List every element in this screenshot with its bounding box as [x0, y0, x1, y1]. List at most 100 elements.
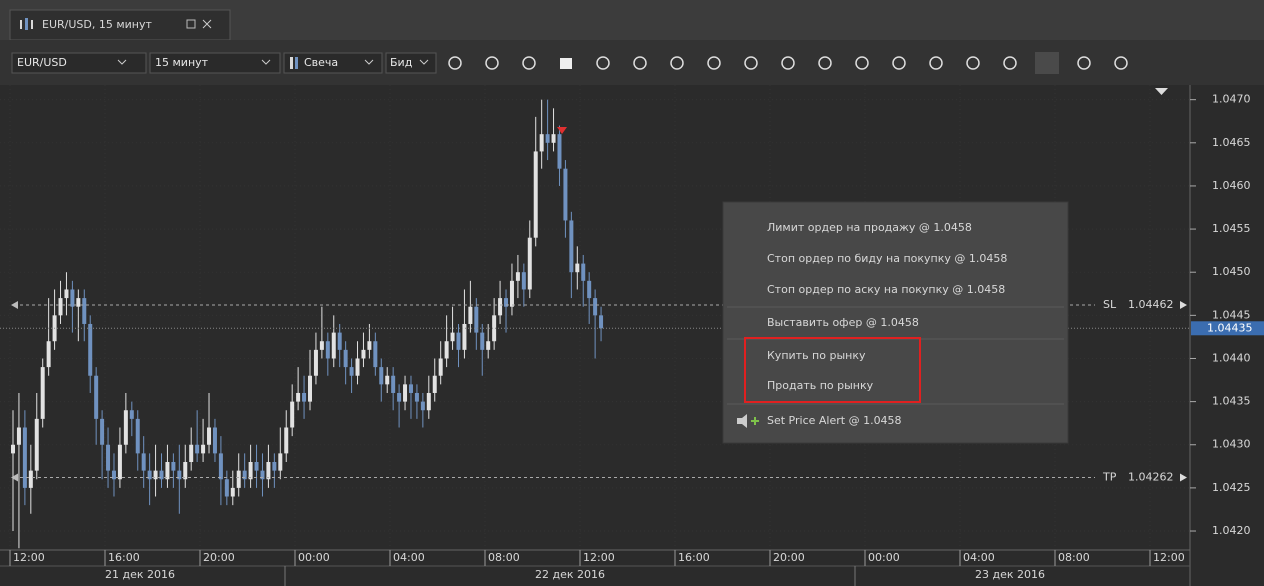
tool-icon[interactable]: [855, 56, 869, 70]
x-tick-label: 12:00: [13, 551, 45, 564]
candle-body: [349, 367, 354, 376]
scroll-marker[interactable]: [1155, 88, 1168, 95]
tool-icon[interactable]: [781, 56, 795, 70]
x-tick-label: 04:00: [963, 551, 995, 564]
date-label: 21 дек 2016: [105, 568, 175, 581]
candle-body: [361, 349, 366, 359]
candle-body: [456, 332, 461, 350]
x-tick-label: 04:00: [393, 551, 425, 564]
x-tick-label: 20:00: [773, 551, 805, 564]
candle-body: [195, 444, 200, 454]
x-tick-label: 16:00: [108, 551, 140, 564]
tool-icon[interactable]: [560, 58, 572, 69]
tab-icon: [25, 18, 28, 30]
y-tick-label: 1.0440: [1212, 351, 1251, 364]
x-tick-label: 08:00: [1058, 551, 1090, 564]
candle-body: [236, 470, 241, 488]
y-tick-label: 1.0460: [1212, 179, 1251, 192]
price-side-select[interactable]: [385, 52, 437, 74]
dropdown-arrow: [117, 59, 127, 65]
menu-item-label: Купить по рынку: [767, 349, 866, 362]
candle-icon: [290, 57, 293, 69]
candle-body: [539, 134, 544, 152]
tool-icon[interactable]: [1114, 56, 1128, 70]
candle-body: [599, 315, 604, 329]
candle-body: [432, 375, 437, 393]
x-tick-label: 12:00: [1153, 551, 1185, 564]
tool-icon[interactable]: [1035, 52, 1059, 74]
tool-icon[interactable]: [929, 56, 943, 70]
candle-body: [533, 151, 538, 238]
candle-body: [474, 306, 479, 333]
candle-body: [551, 134, 556, 143]
chart-type-select[interactable]: [283, 52, 383, 74]
candle-body: [171, 462, 176, 471]
tool-icon[interactable]: [1003, 56, 1017, 70]
tool-icon[interactable]: [670, 56, 684, 70]
alert-icon: [737, 414, 747, 428]
highlight-box: [744, 337, 921, 403]
candle-body: [486, 341, 491, 350]
candle-body: [117, 444, 122, 480]
candle-body: [575, 263, 580, 273]
candle-body: [135, 418, 140, 454]
tool-icon[interactable]: [633, 56, 647, 70]
tp-left-arrow[interactable]: [11, 473, 18, 482]
menu-item-label: Продать по рынку: [767, 379, 874, 392]
candle-body: [64, 289, 69, 299]
tool-icon[interactable]: [707, 56, 721, 70]
candle-body: [46, 341, 51, 368]
candle-body: [201, 444, 206, 454]
candle-body: [557, 134, 562, 169]
tool-icon[interactable]: [522, 56, 536, 70]
candle-body: [343, 349, 348, 368]
candle-body: [40, 367, 45, 419]
context-menu: Лимит ордер на продажу @ 1.0458 Стоп орде…: [722, 201, 1069, 444]
candle-body: [308, 375, 312, 402]
x-tick-label: 00:00: [868, 551, 900, 564]
tool-icon[interactable]: [818, 56, 832, 70]
tp-value: 1.04262: [1128, 471, 1174, 484]
candle-body: [207, 427, 212, 445]
detach-icon[interactable]: [186, 19, 196, 29]
sl-right-arrow[interactable]: [1180, 300, 1187, 309]
current-price-label: 1.04435: [1207, 321, 1253, 334]
candle-body: [22, 427, 27, 488]
x-tick-label: 12:00: [583, 551, 615, 564]
current-price-box: [1191, 321, 1264, 336]
sell-marker: [557, 127, 567, 134]
candle-body: [563, 168, 568, 221]
tool-icon[interactable]: [1077, 56, 1091, 70]
y-tick-label: 1.0435: [1212, 395, 1251, 408]
tool-icon[interactable]: [596, 56, 610, 70]
y-tick-label: 1.0470: [1212, 93, 1251, 106]
candle-body: [165, 462, 170, 480]
candle-body: [218, 453, 223, 480]
candle-body: [296, 392, 301, 402]
tool-icon[interactable]: [744, 56, 758, 70]
candle-body: [272, 462, 277, 471]
candle-body: [88, 323, 93, 376]
candle-body: [492, 315, 497, 342]
candle-body: [70, 289, 75, 307]
tool-icon[interactable]: [448, 56, 462, 70]
tool-icon[interactable]: [966, 56, 980, 70]
candle-body: [426, 392, 431, 411]
candle-body: [408, 384, 413, 393]
sl-left-arrow[interactable]: [11, 300, 18, 309]
period-select[interactable]: [149, 52, 281, 74]
candle-body: [16, 427, 21, 445]
candles: [11, 99, 604, 549]
dropdown-arrow: [419, 59, 429, 65]
candle-body: [498, 298, 503, 316]
close-icon[interactable]: [202, 19, 212, 29]
tool-icon[interactable]: [892, 56, 906, 70]
dropdown-arrow: [261, 59, 271, 65]
candle-body: [153, 470, 158, 480]
tp-right-arrow[interactable]: [1180, 473, 1187, 482]
symbol-select[interactable]: [11, 52, 147, 74]
tool-icon[interactable]: [485, 56, 499, 70]
candle-body: [509, 280, 514, 307]
candle-body: [58, 298, 63, 316]
candle-body: [260, 470, 265, 480]
